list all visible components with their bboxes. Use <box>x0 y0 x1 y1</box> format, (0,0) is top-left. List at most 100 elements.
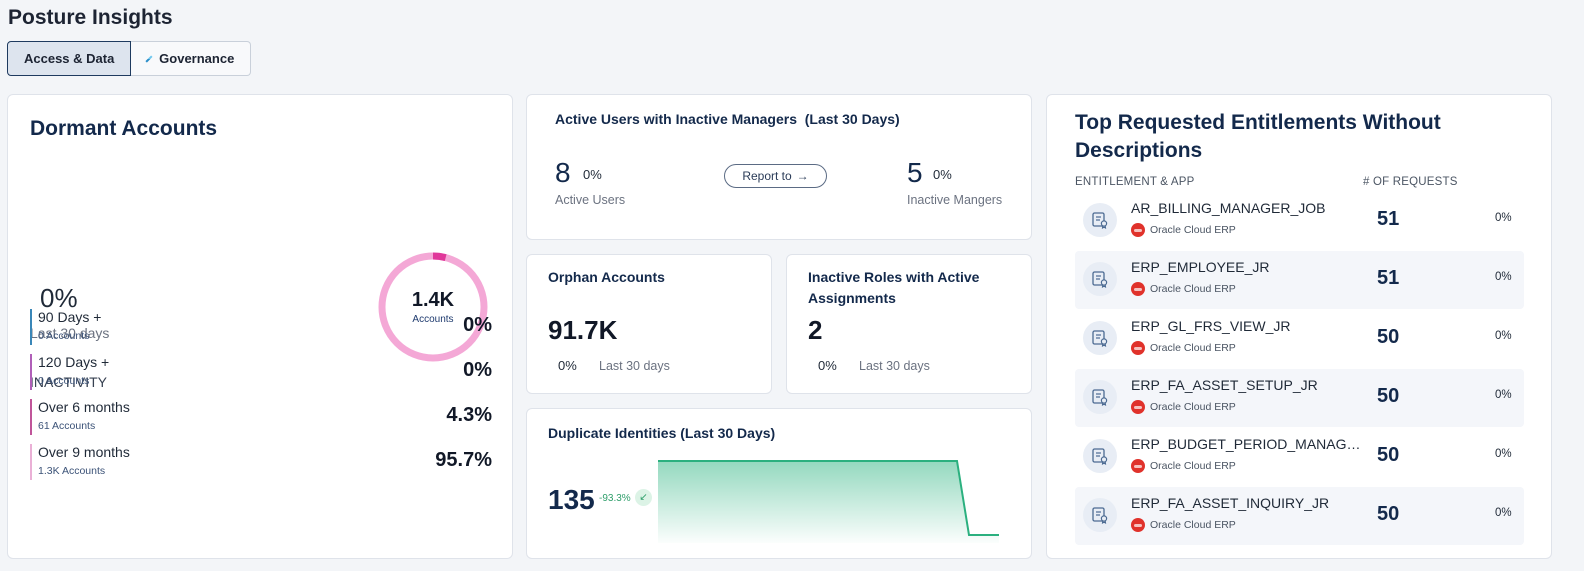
top-requested-entitlements-card: Top Requested Entitlements Without Descr… <box>1046 94 1552 559</box>
inactive-managers-pct: 0% <box>933 167 952 182</box>
inactivity-count: 0 Accounts <box>38 375 90 387</box>
entitlement-name[interactable]: ERP_FA_ASSET_INQUIRY_JR <box>1131 495 1330 511</box>
entitlement-app: Oracle Cloud ERP <box>1131 459 1236 473</box>
donut-center: 1.4K Accounts <box>377 251 489 363</box>
card-title: Duplicate Identities (Last 30 Days) <box>548 425 776 441</box>
inactive-roles-pct: 0% <box>818 358 837 373</box>
entitlement-name[interactable]: ERP_GL_FRS_VIEW_JR <box>1131 318 1291 334</box>
tab-access-data[interactable]: Access & Data <box>7 41 132 76</box>
entitlement-app: Oracle Cloud ERP <box>1131 400 1236 414</box>
column-header-entitlement[interactable]: ENTITLEMENT & APP <box>1075 176 1195 188</box>
request-pct: 0% <box>1495 212 1512 224</box>
entitlement-name[interactable]: ERP_BUDGET_PERIOD_MANAGE... <box>1131 436 1361 452</box>
column-header-requests[interactable]: # OF REQUESTS <box>1363 176 1458 188</box>
active-users-inactive-managers-card: Active Users with Inactive Managers (Las… <box>526 94 1032 240</box>
trend-line <box>658 460 999 536</box>
page-title: Posture Insights <box>8 6 173 29</box>
entitlement-name[interactable]: AR_BILLING_MANAGER_JOB <box>1131 200 1326 216</box>
accounts-donut-chart[interactable] <box>377 251 489 363</box>
duplicate-trend-chart[interactable] <box>657 453 1002 543</box>
inactivity-row[interactable]: Over 6 months 61 Accounts 4.3% <box>30 399 492 435</box>
orphan-value: 91.7K <box>548 315 618 345</box>
entitlement-certificate-icon <box>1083 262 1117 296</box>
entitlement-row[interactable]: ERP_GL_FRS_VIEW_JR Oracle Cloud ERP 50 0% <box>1075 310 1524 368</box>
entitlement-certificate-icon <box>1083 321 1117 355</box>
inactive-managers-label: Inactive Mangers <box>907 193 1003 207</box>
entitlement-certificate-icon <box>1083 380 1117 414</box>
inactivity-row[interactable]: 90 Days + 0 Accounts 0% <box>30 309 492 345</box>
entitlement-app: Oracle Cloud ERP <box>1131 518 1236 532</box>
app-name: Oracle Cloud ERP <box>1150 519 1236 531</box>
entitlement-name[interactable]: ERP_FA_ASSET_SETUP_JR <box>1131 377 1318 393</box>
dormant-change-pct: 0% <box>40 283 78 313</box>
oracle-app-icon <box>1131 223 1145 237</box>
trend-area <box>658 461 999 543</box>
inactivity-color-bar <box>30 399 32 435</box>
card-title: Orphan Accounts <box>548 269 665 285</box>
entitlement-certificate-icon <box>1083 498 1117 532</box>
inactive-roles-card: Inactive Roles with Active Assignments 2… <box>786 254 1032 394</box>
duplicate-identities-card: Duplicate Identities (Last 30 Days) 135 … <box>526 408 1032 559</box>
orphan-period: Last 30 days <box>599 359 670 373</box>
donut-value: 1.4K <box>411 289 455 311</box>
inactivity-pct: 0% <box>463 359 492 381</box>
request-pct: 0% <box>1495 330 1512 342</box>
orphan-pct: 0% <box>558 358 577 373</box>
entitlement-app: Oracle Cloud ERP <box>1131 341 1236 355</box>
tab-label: Access & Data <box>24 51 115 66</box>
inactive-roles-period: Last 30 days <box>859 359 930 373</box>
entitlement-row[interactable]: ERP_FA_ASSET_INQUIRY_JR Oracle Cloud ERP 5… <box>1075 487 1524 545</box>
dormant-period: Last 30 days <box>30 325 110 341</box>
entitlement-app: Oracle Cloud ERP <box>1131 223 1236 237</box>
inactivity-pct: 0% <box>463 314 492 336</box>
request-pct: 0% <box>1495 271 1512 283</box>
entitlement-row[interactable]: ERP_BUDGET_PERIOD_MANAGE... Oracle Cloud … <box>1075 428 1524 486</box>
request-pct: 0% <box>1495 389 1512 401</box>
diamond-icon <box>147 54 151 64</box>
entitlement-row[interactable]: AR_BILLING_MANAGER_JOB Oracle Cloud ERP 51… <box>1075 192 1524 250</box>
inactivity-count: 0 Accounts <box>38 330 90 342</box>
entitlement-row[interactable]: ERP_FA_ASSET_SETUP_JR Oracle Cloud ERP 50 0… <box>1075 369 1524 427</box>
request-count: 50 <box>1377 444 1400 466</box>
inactive-managers-value: 5 <box>907 157 923 188</box>
tab-label: Governance <box>159 51 235 66</box>
card-title: Top Requested Entitlements Without Descr… <box>1075 111 1441 162</box>
report-to-button[interactable]: Report to → <box>724 164 827 188</box>
inactivity-name: 120 Days + <box>38 354 110 370</box>
request-count: 51 <box>1377 267 1400 289</box>
card-title: Active Users with Inactive Managers (Las… <box>555 111 900 127</box>
inactivity-row[interactable]: 120 Days + 0 Accounts 0% <box>30 354 492 390</box>
arrow-right-icon: → <box>796 169 809 183</box>
request-count: 50 <box>1377 326 1400 348</box>
request-pct: 0% <box>1495 507 1512 519</box>
active-users-value: 8 <box>555 157 571 188</box>
inactivity-color-bar <box>30 354 32 390</box>
app-name: Oracle Cloud ERP <box>1150 342 1236 354</box>
app-name: Oracle Cloud ERP <box>1150 224 1236 236</box>
entitlement-name[interactable]: ERP_EMPLOYEE_JR <box>1131 259 1270 275</box>
entitlement-certificate-icon <box>1083 439 1117 473</box>
app-name: Oracle Cloud ERP <box>1150 283 1236 295</box>
duplicate-change: -93.3% <box>599 493 631 504</box>
active-users-label: Active Users <box>555 193 626 207</box>
card-title: Dormant Accounts <box>30 117 218 140</box>
entitlement-app: Oracle Cloud ERP <box>1131 282 1236 296</box>
entitlement-certificate-icon <box>1083 203 1117 237</box>
request-pct: 0% <box>1495 448 1512 460</box>
card-title: Inactive Roles with Active Assignments <box>808 269 980 306</box>
inactivity-row[interactable]: Over 9 months 1.3K Accounts 95.7% <box>30 444 492 480</box>
donut-label: Accounts <box>412 314 454 325</box>
orphan-accounts-card: Orphan Accounts 91.7K 0% Last 30 days <box>526 254 772 394</box>
inactive-roles-value: 2 <box>808 315 823 345</box>
request-count: 50 <box>1377 503 1400 525</box>
inactivity-pct: 95.7% <box>435 449 492 471</box>
oracle-app-icon <box>1131 459 1145 473</box>
inactivity-label: INACTIVITY <box>30 374 108 390</box>
inactivity-name: 90 Days + <box>38 309 102 325</box>
app-name: Oracle Cloud ERP <box>1150 460 1236 472</box>
inactivity-count: 61 Accounts <box>38 420 96 432</box>
trend-down-icon: ↙ <box>635 489 652 506</box>
tab-governance[interactable]: Governance <box>131 41 252 76</box>
inactivity-count: 1.3K Accounts <box>38 465 106 477</box>
entitlement-row[interactable]: ERP_EMPLOYEE_JR Oracle Cloud ERP 51 0% <box>1075 251 1524 309</box>
